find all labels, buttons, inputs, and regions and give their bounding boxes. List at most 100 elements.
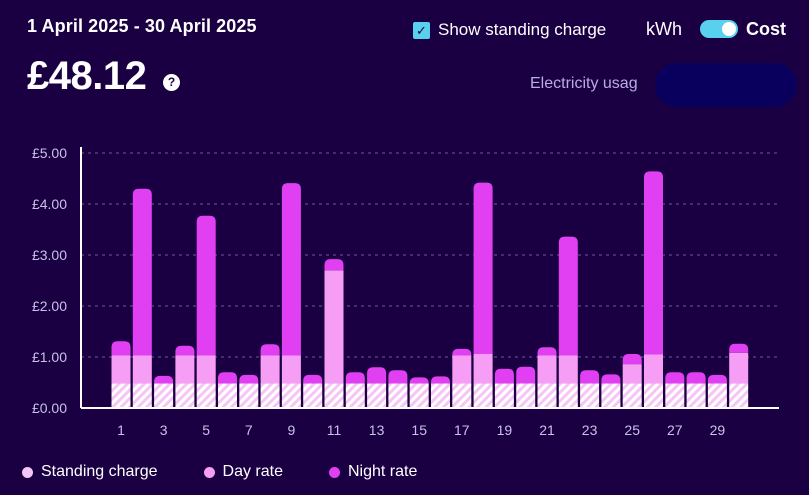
bar-night[interactable] [409, 377, 429, 384]
bar-night[interactable] [516, 366, 536, 384]
bar-day[interactable] [622, 364, 642, 384]
show-standing-charge-label: Show standing charge [438, 20, 607, 39]
x-tick-label: 29 [710, 422, 726, 438]
bar-night[interactable] [537, 347, 557, 356]
bar-day[interactable] [644, 354, 663, 384]
bar-day[interactable] [196, 355, 216, 384]
bar-night[interactable] [622, 353, 642, 365]
bar-standing[interactable] [452, 383, 472, 408]
legend-dot-standing [22, 466, 33, 478]
bar-night[interactable] [367, 367, 387, 384]
bar-night[interactable] [239, 374, 259, 384]
bar-night[interactable] [452, 348, 472, 356]
bar-standing[interactable] [409, 383, 429, 408]
bar-night[interactable] [580, 370, 600, 384]
bar-standing[interactable] [537, 383, 557, 408]
bar-standing[interactable] [473, 383, 493, 408]
switch-knob [722, 22, 736, 36]
bar-day[interactable] [473, 353, 493, 384]
bar-night[interactable] [218, 372, 237, 384]
bar-night[interactable] [196, 215, 216, 356]
y-tick-label: £1.00 [32, 349, 67, 365]
bar-night[interactable] [494, 368, 514, 384]
bar-standing[interactable] [218, 383, 237, 408]
bar-standing[interactable] [601, 383, 621, 408]
x-tick-label: 25 [624, 422, 640, 438]
bar-day[interactable] [729, 352, 749, 384]
bar-standing[interactable] [516, 383, 536, 408]
bar-standing[interactable] [665, 383, 685, 408]
bar-standing[interactable] [260, 383, 280, 408]
x-tick-label: 7 [245, 422, 253, 438]
unit-cost-label[interactable]: Cost [746, 19, 786, 39]
bar-night[interactable] [281, 183, 301, 356]
x-tick-label: 1 [117, 422, 125, 438]
x-tick-label: 19 [497, 422, 513, 438]
bar-night[interactable] [707, 374, 727, 384]
bar-standing[interactable] [281, 383, 301, 408]
bar-standing[interactable] [239, 383, 259, 408]
bar-night[interactable] [324, 259, 344, 271]
bar-standing[interactable] [175, 383, 195, 408]
bar-day[interactable] [260, 355, 280, 384]
bar-night[interactable] [665, 372, 685, 384]
help-icon[interactable]: ? [163, 74, 180, 91]
bar-standing[interactable] [580, 383, 600, 408]
date-range: 1 April 2025 - 30 April 2025 [27, 16, 257, 36]
bar-night[interactable] [558, 236, 578, 356]
bar-standing[interactable] [154, 383, 174, 408]
bar-standing[interactable] [707, 383, 727, 408]
bar-standing[interactable] [324, 383, 344, 408]
x-tick-label: 5 [202, 422, 210, 438]
bar-night[interactable] [303, 374, 323, 384]
unit-kwh-label[interactable]: kWh [646, 19, 682, 39]
bar-day[interactable] [281, 355, 301, 384]
bar-standing[interactable] [111, 383, 131, 408]
legend-item-night: Night rate [329, 463, 417, 481]
bar-day[interactable] [452, 355, 472, 384]
legend-label-night: Night rate [348, 463, 418, 480]
x-tick-label: 23 [582, 422, 598, 438]
bar-day[interactable] [558, 355, 578, 384]
bar-standing[interactable] [644, 383, 663, 408]
show-standing-charge-toggle[interactable]: ✓ Show standing charge [413, 20, 606, 40]
bar-standing[interactable] [367, 383, 387, 408]
bar-day[interactable] [537, 355, 557, 384]
x-tick-label: 9 [288, 422, 296, 438]
bar-night[interactable] [260, 344, 280, 356]
legend-label-day: Day rate [222, 463, 283, 480]
redaction-blot [655, 63, 797, 107]
bar-night[interactable] [388, 370, 408, 384]
bar-day[interactable] [175, 355, 195, 384]
bar-standing[interactable] [686, 383, 706, 408]
bar-standing[interactable] [132, 383, 152, 408]
bar-night[interactable] [601, 374, 621, 384]
x-tick-label: 27 [667, 422, 683, 438]
bar-standing[interactable] [196, 383, 216, 408]
bar-night[interactable] [686, 372, 706, 384]
bar-night[interactable] [175, 345, 195, 356]
unit-switch[interactable] [700, 20, 738, 38]
bar-day[interactable] [132, 355, 152, 384]
bar-night[interactable] [473, 182, 493, 354]
checkbox-icon[interactable]: ✓ [413, 21, 430, 39]
bar-night[interactable] [644, 171, 663, 355]
bar-standing[interactable] [303, 383, 323, 408]
bar-standing[interactable] [345, 383, 365, 408]
bar-day[interactable] [111, 355, 131, 384]
bar-night[interactable] [729, 343, 749, 353]
bar-standing[interactable] [729, 383, 749, 408]
bar-night[interactable] [132, 188, 152, 356]
bar-night[interactable] [345, 372, 365, 384]
bar-standing[interactable] [558, 383, 578, 408]
bar-standing[interactable] [494, 383, 514, 408]
bar-night[interactable] [154, 375, 174, 384]
y-tick-label: £5.00 [32, 145, 67, 161]
bar-standing[interactable] [431, 383, 450, 408]
bar-standing[interactable] [622, 383, 642, 408]
bar-day[interactable] [324, 270, 344, 384]
bar-night[interactable] [431, 376, 450, 384]
bar-standing[interactable] [388, 383, 408, 408]
bar-night[interactable] [111, 341, 131, 356]
